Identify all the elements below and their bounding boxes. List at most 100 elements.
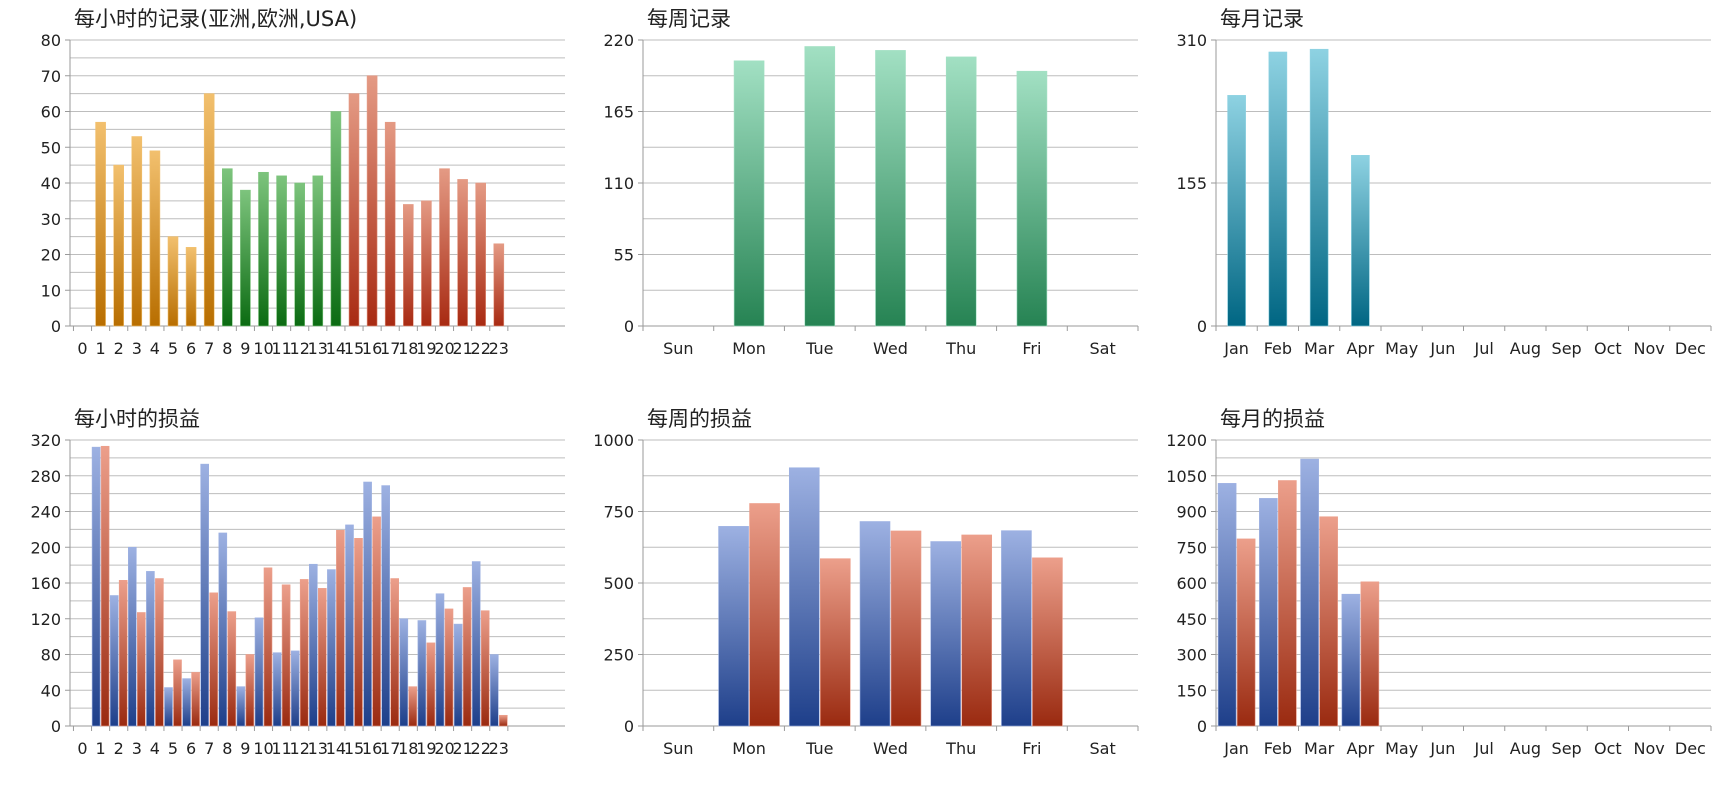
chart-title: 每周记录 — [647, 7, 731, 31]
bar — [113, 164, 124, 327]
bar — [1309, 48, 1329, 327]
bar — [1278, 480, 1297, 727]
y-tick-label: 0 — [51, 317, 61, 336]
x-tick-label: 3 — [132, 739, 142, 758]
x-tick-label: 13 — [308, 339, 328, 358]
bar — [1001, 530, 1032, 727]
bar — [191, 672, 200, 727]
bar — [859, 521, 891, 727]
bar — [263, 567, 273, 727]
x-tick-label: Sun — [663, 739, 693, 758]
y-tick-label: 30 — [41, 210, 61, 229]
chart-title: 每月记录 — [1220, 7, 1304, 31]
y-tick-label: 40 — [41, 174, 61, 193]
bar — [408, 686, 418, 727]
bar — [733, 60, 765, 327]
bar — [1341, 593, 1361, 727]
x-tick-label: 17 — [380, 339, 400, 358]
bar — [1351, 155, 1370, 327]
bar — [1360, 581, 1380, 727]
bar — [330, 111, 342, 327]
y-tick-label: 165 — [603, 103, 634, 122]
bar — [185, 247, 197, 327]
x-tick-label: Jan — [1223, 339, 1249, 358]
y-tick-label: 320 — [30, 431, 61, 450]
x-tick-label: Jul — [1473, 339, 1493, 358]
x-tick-label: 2 — [114, 739, 124, 758]
y-tick-label: 280 — [30, 467, 61, 486]
bar — [327, 569, 336, 727]
x-tick-label: 4 — [150, 739, 160, 758]
y-tick-label: 500 — [603, 574, 634, 593]
chart-svg: 每周的损益 0 250 500 750 1000 Sun Mon Tue Wed Thu Fri Sat — [593, 407, 1139, 758]
x-tick-label: 8 — [222, 739, 232, 758]
bar — [258, 171, 269, 327]
x-tick-label: 21 — [452, 339, 472, 358]
bar — [254, 617, 264, 727]
x-tick-label: 2 — [114, 339, 124, 358]
chart-svg: 每月的损益 0 150 300 450 600 750 900 1050 1200 Jan Feb Ma… — [1166, 407, 1712, 758]
y-tick-label: 80 — [41, 646, 61, 665]
x-tick-label: Apr — [1347, 739, 1375, 758]
x-tick-label: Sat — [1090, 739, 1116, 758]
y-tick-label: 600 — [1176, 574, 1207, 593]
bar — [149, 150, 161, 327]
x-tick-label: Feb — [1264, 339, 1292, 358]
bar — [91, 446, 101, 727]
y-tick-label: 0 — [624, 317, 634, 336]
bar — [804, 46, 836, 327]
bar — [109, 595, 119, 727]
x-tick-label: 10 — [253, 739, 273, 758]
y-tick-label: 900 — [1176, 503, 1207, 522]
x-tick-label: 4 — [150, 339, 160, 358]
y-tick-label: 750 — [1176, 538, 1207, 557]
x-tick-label: Sun — [663, 339, 693, 358]
x-tick-label: 8 — [222, 339, 232, 358]
bar — [100, 445, 110, 727]
x-tick-label: 15 — [344, 739, 364, 758]
x-tick-label: 6 — [186, 339, 196, 358]
y-tick-label: 240 — [30, 503, 61, 522]
x-tick-label: Thu — [945, 339, 976, 358]
chart-weekly-records: 每周记录 0 55 110 165 220 Sun Mon Tue Wed Thu Fri Sat — [573, 0, 1146, 400]
y-tick-label: 20 — [41, 246, 61, 265]
y-tick-label: 10 — [41, 281, 61, 300]
y-tick-label: 1050 — [1166, 467, 1207, 486]
bar — [1016, 70, 1048, 327]
bar — [1032, 557, 1063, 727]
bar — [1227, 95, 1246, 327]
y-tick-label: 160 — [30, 574, 61, 593]
bar — [173, 659, 182, 727]
bar — [453, 623, 463, 727]
x-tick-label: 21 — [452, 739, 472, 758]
x-tick-label: Dec — [1675, 339, 1706, 358]
bar — [218, 532, 228, 727]
y-tick-label: 50 — [41, 138, 61, 157]
bar — [272, 652, 282, 727]
y-tick-label: 250 — [603, 646, 634, 665]
y-tick-label: 300 — [1176, 646, 1207, 665]
bar — [290, 650, 300, 727]
x-tick-label: Sep — [1552, 339, 1582, 358]
x-tick-label: 12 — [290, 739, 310, 758]
x-tick-label: Jun — [1429, 339, 1455, 358]
bar — [890, 530, 922, 727]
x-tick-label: 16 — [362, 339, 382, 358]
bar — [489, 654, 499, 727]
bar — [182, 678, 191, 727]
bar — [435, 593, 445, 727]
bar — [146, 571, 155, 727]
x-tick-label: Aug — [1510, 739, 1541, 758]
y-tick-label: 0 — [1197, 317, 1207, 336]
bar — [381, 485, 391, 727]
x-tick-label: 5 — [168, 739, 178, 758]
bar — [961, 534, 993, 727]
y-tick-label: 0 — [51, 717, 61, 736]
bar — [402, 204, 414, 327]
x-tick-label: 19 — [416, 339, 436, 358]
bar — [384, 121, 396, 327]
x-tick-label: 11 — [271, 339, 291, 358]
y-tick-label: 220 — [603, 31, 634, 50]
x-tick-label: Mar — [1304, 339, 1335, 358]
